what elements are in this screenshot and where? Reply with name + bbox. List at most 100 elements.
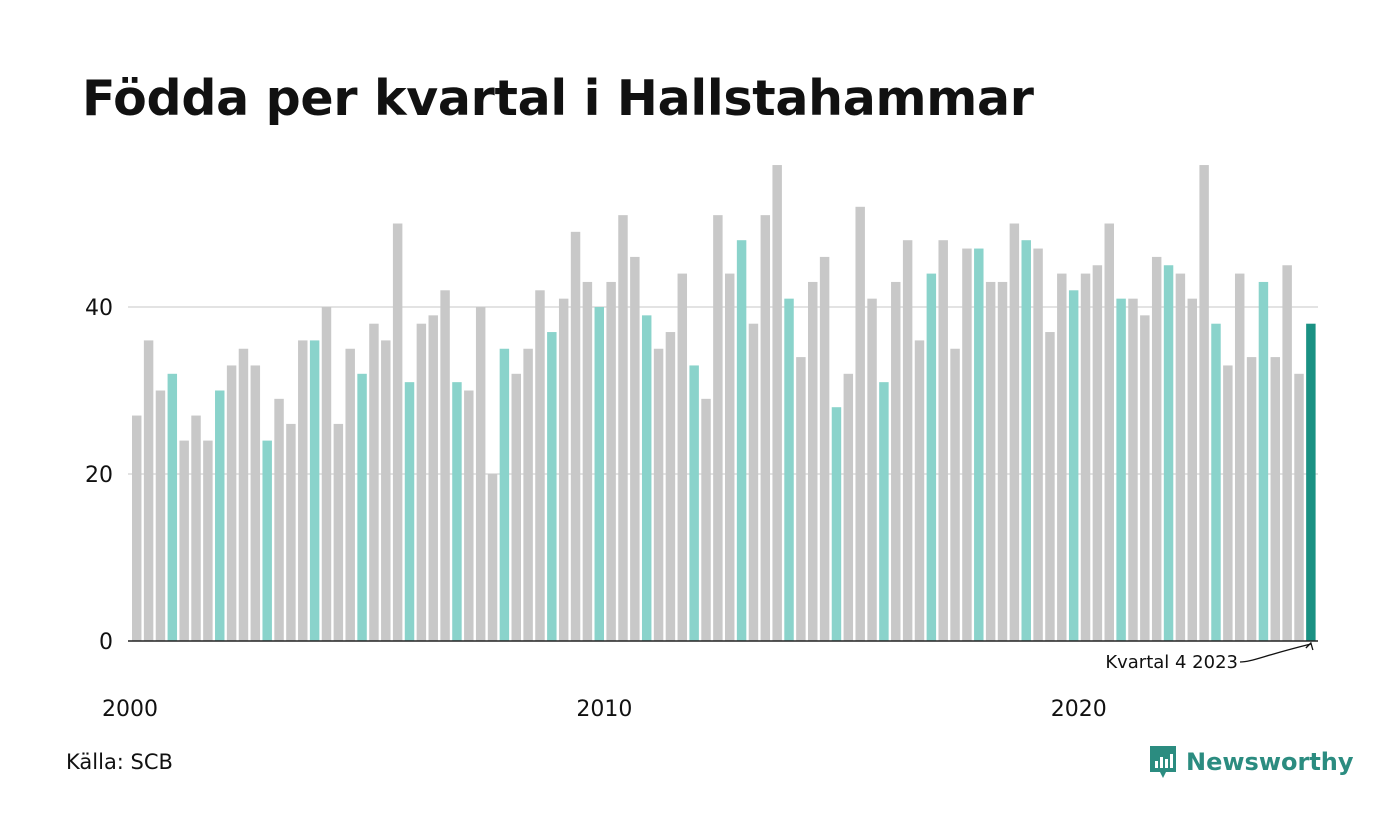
bar: [950, 348, 960, 641]
bar: [974, 248, 984, 642]
bar: [1223, 365, 1233, 641]
bar: [725, 273, 735, 641]
bar: [962, 248, 972, 642]
bar: [558, 298, 569, 641]
bar: [357, 373, 367, 641]
bar: [1151, 256, 1162, 641]
bar: [309, 340, 320, 641]
bar: [547, 332, 557, 641]
bar: [167, 373, 178, 641]
bar: [997, 281, 1008, 641]
bar: [606, 281, 616, 641]
bar: [475, 307, 486, 641]
bar: [713, 215, 723, 641]
bar: [748, 323, 759, 641]
bar: [867, 298, 877, 641]
bar: [333, 423, 344, 641]
bar: [1068, 290, 1079, 641]
bar: [132, 415, 142, 641]
bar: [1175, 273, 1186, 641]
bar: [641, 315, 652, 641]
bar: [831, 407, 842, 641]
bar: [1306, 323, 1316, 641]
bar: [938, 240, 948, 641]
bar: [392, 223, 403, 641]
bar: [1282, 265, 1292, 641]
bar: [808, 281, 818, 641]
bar: [262, 440, 272, 641]
bar: [1021, 240, 1031, 641]
y-tick-label: 40: [85, 296, 113, 321]
bar: [511, 373, 521, 641]
bar: [321, 307, 332, 641]
bar: [286, 423, 296, 641]
bar: [1140, 315, 1150, 641]
bar: [215, 390, 225, 641]
bar: [736, 240, 747, 641]
bar: [1211, 323, 1221, 641]
bar: [665, 332, 676, 641]
bar: [891, 281, 901, 641]
bar: [203, 440, 213, 641]
bar: [914, 340, 925, 641]
bar: [1045, 332, 1055, 641]
bar: [1104, 223, 1114, 641]
bar: [1009, 223, 1020, 641]
bars: [132, 165, 1316, 642]
bar: [1270, 357, 1281, 641]
bar: [416, 323, 427, 641]
bar: [570, 231, 581, 641]
bar: [843, 373, 854, 641]
bar: [369, 323, 379, 641]
bar: [250, 365, 261, 641]
bar: [452, 382, 462, 641]
bar: [345, 348, 355, 641]
bar: [440, 290, 450, 641]
bar: [689, 365, 699, 641]
bar: [464, 390, 474, 641]
newsworthy-logo: Newsworthy: [1148, 744, 1354, 780]
bar: [1033, 248, 1043, 642]
bar: [819, 256, 830, 641]
bar: [594, 307, 604, 641]
bar: [535, 290, 545, 641]
bar: [1116, 298, 1126, 641]
x-tick-label: 2000: [102, 697, 158, 722]
bar: [926, 273, 937, 641]
bar: [1128, 298, 1138, 641]
source-note: Källa: SCB: [66, 750, 173, 774]
bar: [238, 348, 249, 641]
bar: [1187, 298, 1197, 641]
bar: [1294, 373, 1304, 641]
bar: [1057, 273, 1067, 641]
y-tick-label: 20: [85, 463, 113, 488]
chart-title: Födda per kvartal i Hallstahammar: [82, 70, 1034, 127]
axes: 0 20 40 2000 2010 2020: [85, 296, 1318, 722]
bar: [523, 348, 533, 641]
bar: [701, 398, 711, 641]
bar: [653, 348, 664, 641]
bar: [428, 315, 438, 641]
bar: [143, 340, 154, 641]
bar: [404, 382, 415, 641]
annotation-arrowhead: [1305, 641, 1314, 651]
annotation-label: Kvartal 4 2023: [1105, 652, 1238, 673]
x-tick-label: 2020: [1051, 697, 1107, 722]
annotation: Kvartal 4 2023: [1105, 641, 1314, 673]
logo-text: Newsworthy: [1186, 748, 1354, 776]
bar: [381, 340, 391, 641]
bar: [487, 474, 498, 641]
bar: [298, 340, 308, 641]
bar: [1258, 281, 1269, 641]
bar: [155, 390, 166, 641]
bar: [1246, 357, 1257, 641]
bar: [796, 357, 806, 641]
x-tick-label: 2010: [576, 697, 632, 722]
bar: [772, 165, 782, 642]
bar: [879, 382, 889, 641]
bar: [274, 398, 284, 641]
bar: [179, 440, 189, 641]
newsworthy-logo-icon: [1150, 746, 1176, 778]
bar: [582, 281, 593, 641]
